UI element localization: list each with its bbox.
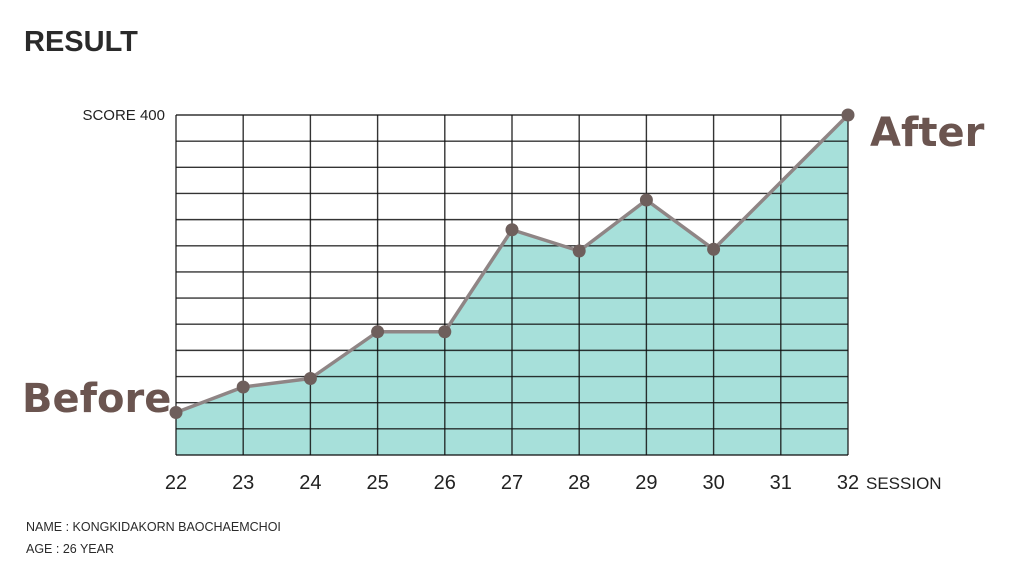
data-point xyxy=(438,325,452,339)
x-axis-tick-label: 28 xyxy=(568,472,590,494)
data-point xyxy=(841,108,855,122)
x-axis-tick-label: 27 xyxy=(501,472,523,494)
x-axis-tick-label: 24 xyxy=(299,472,321,494)
before-annotation: Before xyxy=(22,376,171,422)
x-axis-tick-label: 29 xyxy=(635,472,657,494)
data-point xyxy=(303,372,317,385)
data-point xyxy=(572,244,586,258)
data-point xyxy=(236,380,250,394)
x-axis-tick-label: 30 xyxy=(702,472,724,494)
x-axis-tick-label: 31 xyxy=(770,472,792,494)
x-axis-tick-label: 32 xyxy=(837,472,859,494)
data-point xyxy=(639,193,653,207)
x-axis-label: SESSION xyxy=(866,474,942,493)
page-title: RESULT xyxy=(24,26,138,58)
name-label: NAME : KONGKIDAKORN BAOCHAEMCHOI xyxy=(26,520,281,534)
data-point xyxy=(707,242,721,256)
data-point xyxy=(505,223,519,237)
y-axis-tick-label: SCORE 400 xyxy=(82,107,165,124)
x-axis-tick-label: 26 xyxy=(434,472,456,494)
age-label: AGE : 26 YEAR xyxy=(26,542,115,556)
data-point xyxy=(371,325,385,339)
data-point xyxy=(169,406,183,419)
x-axis-tick-label: 23 xyxy=(232,472,254,494)
x-axis-tick-label: 25 xyxy=(366,472,388,494)
after-annotation: After xyxy=(870,110,985,156)
x-axis-tick-label: 22 xyxy=(165,472,187,494)
